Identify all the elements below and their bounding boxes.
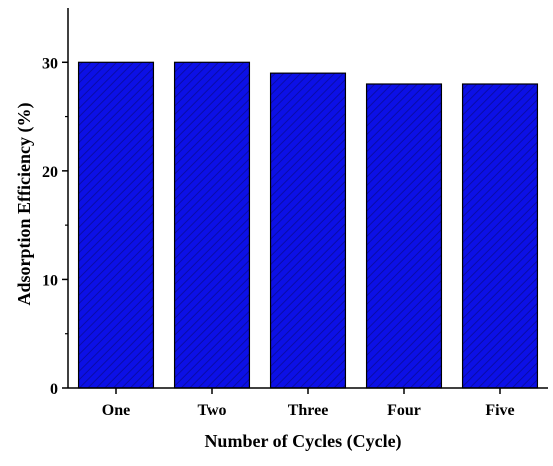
x-tick-label-five: Five (485, 402, 514, 419)
x-axis-ticks: One Two Three Four Five (102, 388, 515, 419)
x-tick-label-one: One (102, 402, 130, 419)
y-axis-title: Adsorption Efficiency (%) (14, 103, 35, 306)
bars (77, 61, 539, 389)
y-tick-label: 0 (50, 381, 58, 398)
y-tick-label: 20 (42, 164, 58, 181)
y-tick-label: 10 (42, 272, 58, 289)
x-tick-label-four: Four (387, 402, 421, 419)
x-axis-title: Number of Cycles (Cycle) (204, 431, 401, 452)
x-tick-label-two: Two (197, 402, 226, 419)
y-axis-ticks: 0 10 20 30 (42, 55, 68, 398)
y-tick-label: 30 (42, 55, 58, 72)
bar-four (365, 83, 443, 389)
bar-two (173, 61, 251, 389)
bar-five (461, 83, 539, 389)
bar-one (77, 61, 155, 389)
x-tick-label-three: Three (288, 402, 329, 419)
bar-three (269, 72, 347, 389)
